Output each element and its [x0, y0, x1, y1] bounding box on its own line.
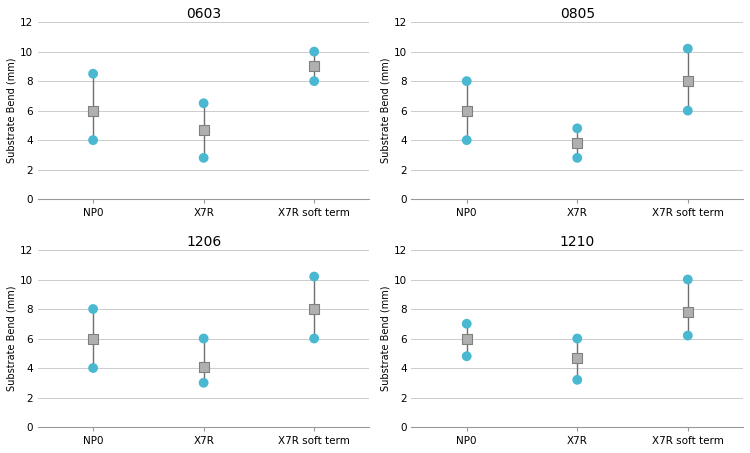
Y-axis label: Substrate Bend (mm): Substrate Bend (mm): [7, 286, 17, 391]
Point: [198, 363, 210, 370]
Point: [682, 332, 694, 339]
Point: [572, 354, 584, 361]
Point: [308, 335, 320, 342]
Y-axis label: Substrate Bend (mm): Substrate Bend (mm): [380, 58, 391, 164]
Point: [198, 126, 210, 134]
Point: [572, 376, 584, 383]
Title: 0603: 0603: [186, 7, 221, 21]
Point: [682, 45, 694, 52]
Point: [198, 335, 210, 342]
Point: [87, 305, 99, 313]
Point: [308, 48, 320, 55]
Point: [682, 276, 694, 283]
Point: [572, 125, 584, 132]
Point: [572, 154, 584, 161]
Point: [460, 320, 472, 328]
Point: [198, 379, 210, 386]
Point: [572, 140, 584, 147]
Point: [87, 70, 99, 77]
Point: [682, 77, 694, 85]
Title: 1210: 1210: [560, 235, 595, 249]
Point: [87, 335, 99, 342]
Point: [198, 154, 210, 161]
Y-axis label: Substrate Bend (mm): Substrate Bend (mm): [7, 58, 17, 164]
Point: [682, 107, 694, 114]
Point: [308, 305, 320, 313]
Point: [87, 136, 99, 144]
Point: [460, 136, 472, 144]
Point: [460, 77, 472, 85]
Point: [308, 77, 320, 85]
Point: [572, 335, 584, 342]
Point: [460, 335, 472, 342]
Y-axis label: Substrate Bend (mm): Substrate Bend (mm): [380, 286, 391, 391]
Point: [87, 107, 99, 114]
Point: [87, 364, 99, 371]
Point: [460, 352, 472, 360]
Point: [198, 100, 210, 107]
Point: [308, 273, 320, 280]
Point: [308, 63, 320, 70]
Point: [460, 107, 472, 114]
Title: 1206: 1206: [186, 235, 221, 249]
Point: [682, 308, 694, 316]
Title: 0805: 0805: [560, 7, 595, 21]
